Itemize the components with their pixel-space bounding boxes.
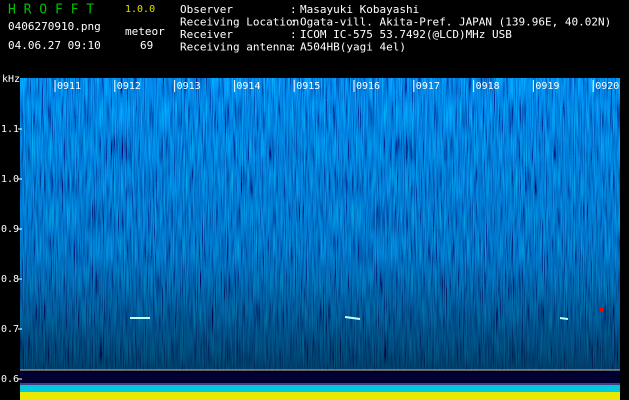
app-name: H R O F F T [8, 3, 94, 18]
time-label: 0913 [177, 81, 201, 92]
version: 1.0.0 [125, 4, 155, 15]
frequency-label: 0.8 [1, 274, 19, 285]
field-label: Receiving antenna [180, 41, 293, 54]
field-label: Receiving Location [180, 16, 299, 29]
time-label: 0911 [57, 81, 81, 92]
field-separator: : [290, 16, 297, 29]
frequency-label: 0.6 [1, 374, 19, 385]
time-label: 0916 [356, 81, 380, 92]
spectrogram [20, 78, 620, 400]
field-value: ICOM IC-575 53.7492(@LCD)MHz USB [300, 28, 512, 41]
time-label: 0918 [476, 81, 500, 92]
frequency-unit: kHz [2, 74, 20, 85]
time-label: 0920 [595, 81, 619, 92]
field-value: Masayuki Kobayashi [300, 3, 419, 16]
field-value: Ogata-vill. Akita-Pref. JAPAN (139.96E, … [300, 16, 611, 29]
field-value: A504HB(yagi 4el) [300, 41, 406, 54]
time-label: 0914 [236, 81, 260, 92]
frequency-label: 1.0 [1, 174, 19, 185]
field-separator: : [290, 41, 297, 54]
time-label: 0912 [117, 81, 141, 92]
field-separator: : [290, 28, 297, 41]
file-name: 0406270910.png [8, 20, 101, 33]
frequency-label: 0.7 [1, 324, 19, 335]
frequency-label: 0.9 [1, 224, 19, 235]
detection-count: 69 [140, 39, 153, 52]
time-label: 0919 [535, 81, 559, 92]
field-label: Observer [180, 3, 233, 16]
frequency-label: 1.1 [1, 124, 19, 135]
timestamp: 04.06.27 09:10 [8, 39, 101, 52]
field-separator: : [290, 3, 297, 16]
detection-label: meteor [125, 25, 165, 38]
time-label: 0917 [416, 81, 440, 92]
time-label: 0915 [296, 81, 320, 92]
field-label: Receiver [180, 28, 233, 41]
